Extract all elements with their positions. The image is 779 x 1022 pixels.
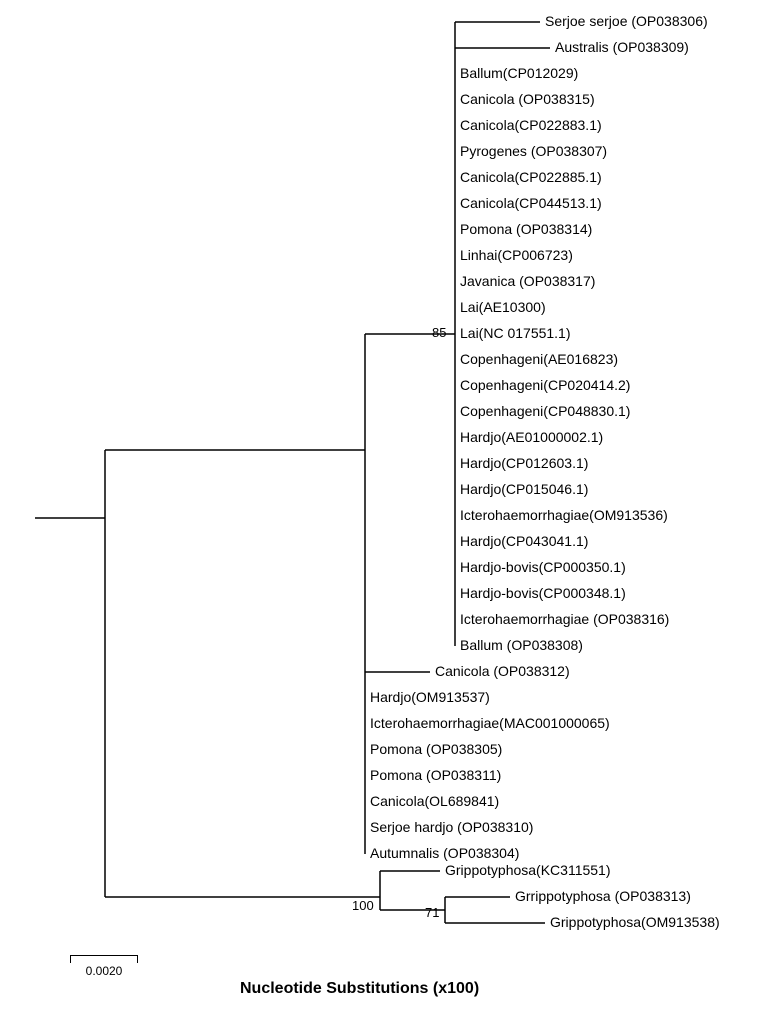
taxon-label: Canicola(CP022883.1) bbox=[460, 117, 602, 133]
taxon-label: Canicola(CP022885.1) bbox=[460, 169, 602, 185]
taxon-label: Hardjo(CP015046.1) bbox=[460, 481, 588, 497]
taxon-label: Javanica (OP038317) bbox=[460, 273, 595, 289]
bootstrap-value: 85 bbox=[432, 325, 446, 340]
taxon-label: Grippotyphosa(KC311551) bbox=[445, 862, 611, 878]
taxon-label: Lai(AE10300) bbox=[460, 299, 546, 315]
bootstrap-value: 71 bbox=[425, 905, 439, 920]
taxon-label: Canicola (OP038312) bbox=[435, 663, 570, 679]
taxon-label: Pomona (OP038311) bbox=[370, 767, 501, 783]
taxon-label: Icterohaemorrhagiae(MAC001000065) bbox=[370, 715, 610, 731]
taxon-label: Pyrogenes (OP038307) bbox=[460, 143, 607, 159]
taxon-label: Icterohaemorrhagiae (OP038316) bbox=[460, 611, 669, 627]
taxon-label: Hardjo-bovis(CP000348.1) bbox=[460, 585, 626, 601]
taxon-label: Ballum(CP012029) bbox=[460, 65, 578, 81]
taxon-label: Australis (OP038309) bbox=[555, 39, 689, 55]
taxon-label: Autumnalis (OP038304) bbox=[370, 845, 519, 861]
scale-bar-text: 0.0020 bbox=[70, 964, 138, 978]
bootstrap-value: 100 bbox=[352, 898, 374, 913]
taxon-label: Icterohaemorrhagiae(OM913536) bbox=[460, 507, 668, 523]
taxon-label: Pomona (OP038314) bbox=[460, 221, 592, 237]
taxon-label: Linhai(CP006723) bbox=[460, 247, 573, 263]
taxon-label: Copenhageni(CP020414.2) bbox=[460, 377, 630, 393]
taxon-label: Hardjo-bovis(CP000350.1) bbox=[460, 559, 626, 575]
taxon-label: Hardjo(AE01000002.1) bbox=[460, 429, 603, 445]
taxon-label: Serjoe serjoe (OP038306) bbox=[545, 13, 708, 29]
taxon-label: Canicola(OL689841) bbox=[370, 793, 499, 809]
taxon-label: Serjoe hardjo (OP038310) bbox=[370, 819, 533, 835]
taxon-label: Canicola (OP038315) bbox=[460, 91, 595, 107]
phylogenetic-tree: Serjoe serjoe (OP038306) Australis (OP038… bbox=[0, 0, 779, 1017]
taxon-label: Grrippotyphosa (OP038313) bbox=[515, 888, 691, 904]
taxon-label: Hardjo(CP012603.1) bbox=[460, 455, 588, 471]
taxon-label: Hardjo(OM913537) bbox=[370, 689, 490, 705]
taxon-label: Copenhageni(AE016823) bbox=[460, 351, 618, 367]
scale-bar-bracket bbox=[70, 955, 138, 963]
x-axis-label: Nucleotide Substitutions (x100) bbox=[240, 980, 479, 998]
taxon-label: Canicola(CP044513.1) bbox=[460, 195, 602, 211]
taxon-label: Grippotyphosa(OM913538) bbox=[550, 914, 720, 930]
scale-bar: 0.0020 bbox=[70, 955, 138, 978]
taxon-label: Pomona (OP038305) bbox=[370, 741, 502, 757]
taxon-label: Lai(NC 017551.1) bbox=[460, 325, 571, 341]
taxon-label: Copenhageni(CP048830.1) bbox=[460, 403, 630, 419]
taxon-label: Ballum (OP038308) bbox=[460, 637, 583, 653]
taxon-label: Hardjo(CP043041.1) bbox=[460, 533, 588, 549]
